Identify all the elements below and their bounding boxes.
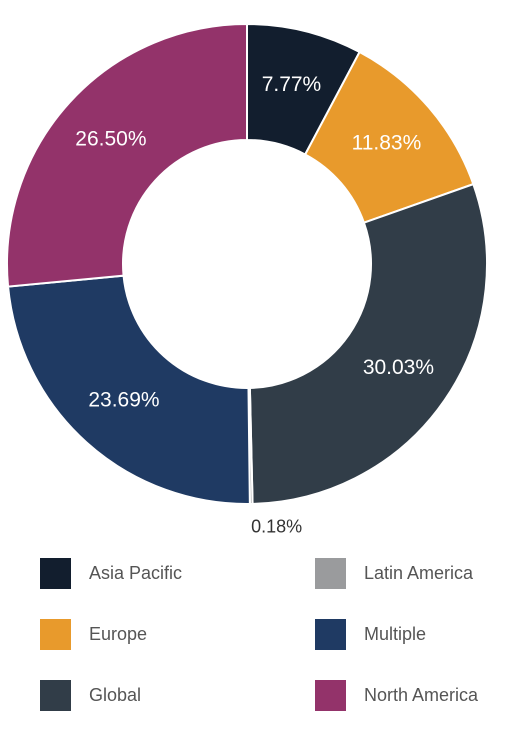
donut-slice xyxy=(6,22,248,288)
slice-label: 23.69% xyxy=(88,388,159,411)
legend-label: North America xyxy=(364,685,479,705)
legend-swatch xyxy=(40,558,71,589)
legend-swatch xyxy=(315,619,346,650)
slice-label: 0.18% xyxy=(251,517,302,537)
slice-label: 11.83% xyxy=(352,131,422,154)
donut-slice xyxy=(248,182,488,505)
legend-label: Latin America xyxy=(364,563,474,583)
legend-label: Global xyxy=(89,685,141,705)
legend-label: Multiple xyxy=(364,624,426,644)
slice-label: 26.50% xyxy=(75,128,146,151)
slice-label: 30.03% xyxy=(363,356,434,379)
donut-slice xyxy=(6,274,251,505)
legend-swatch xyxy=(315,558,346,589)
legend-swatch xyxy=(40,619,71,650)
slice-label: 7.77% xyxy=(262,73,322,96)
legend-swatch xyxy=(315,680,346,711)
legend-label: Europe xyxy=(89,624,147,644)
legend-swatch xyxy=(40,680,71,711)
legend-label: Asia Pacific xyxy=(89,563,182,583)
